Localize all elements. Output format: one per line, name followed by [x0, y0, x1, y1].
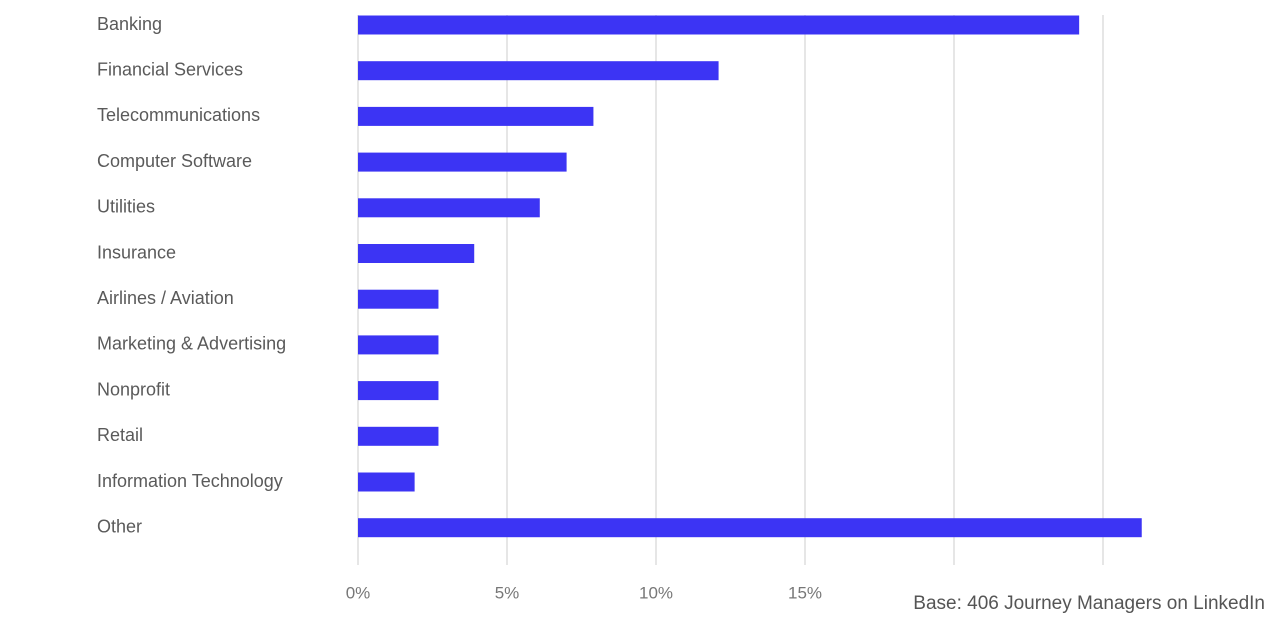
bar — [358, 335, 439, 355]
x-tick-label: 10% — [639, 583, 673, 602]
bar — [358, 244, 475, 263]
category-label: Financial Services — [97, 59, 243, 79]
x-tick-label: 5% — [495, 583, 520, 602]
category-label: Airlines / Aviation — [97, 288, 234, 308]
category-label: Banking — [97, 14, 162, 34]
bar — [358, 15, 1080, 35]
bar — [358, 289, 439, 309]
category-label: Telecommunications — [97, 105, 260, 125]
category-label: Information Technology — [97, 471, 283, 491]
category-label: Insurance — [97, 242, 176, 262]
category-label: Other — [97, 516, 142, 536]
category-label: Computer Software — [97, 151, 252, 171]
bar — [358, 198, 540, 218]
bar — [358, 381, 439, 401]
category-label: Utilities — [97, 197, 155, 217]
bar — [358, 106, 594, 126]
bar — [358, 426, 439, 446]
x-tick-label: 0% — [346, 583, 371, 602]
bar — [358, 518, 1142, 538]
category-label: Retail — [97, 425, 143, 445]
category-label: Nonprofit — [97, 379, 170, 399]
bar — [358, 152, 567, 172]
base-note: Base: 406 Journey Managers on LinkedIn — [913, 593, 1265, 614]
bar — [358, 61, 719, 81]
category-label: Marketing & Advertising — [97, 334, 286, 354]
bar — [358, 472, 415, 492]
x-tick-label: 15% — [788, 583, 822, 602]
